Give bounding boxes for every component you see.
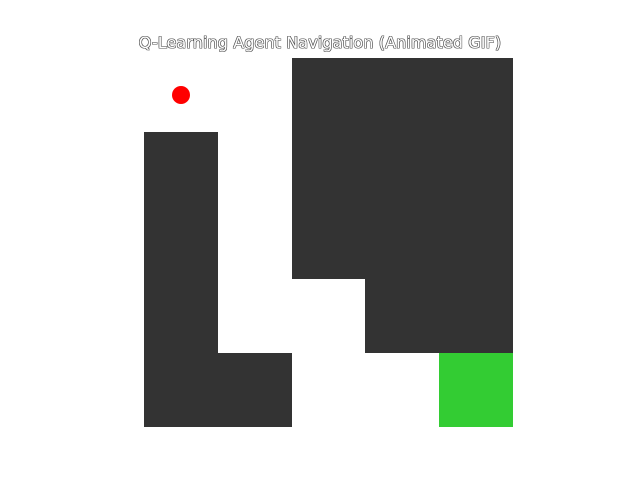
wall-cell <box>439 279 513 354</box>
wall-cell <box>291 205 366 280</box>
goal-cell <box>439 353 513 427</box>
wall-cell <box>365 58 440 132</box>
wall-cell <box>217 353 292 427</box>
free-cell <box>291 353 366 427</box>
free-cell <box>365 353 440 427</box>
plot-title: Q-Learning Agent Navigation (Animated GI… <box>138 33 502 52</box>
wall-cell <box>365 205 440 280</box>
free-cell <box>291 279 366 354</box>
maze-grid <box>144 58 513 427</box>
wall-cell <box>144 205 218 280</box>
wall-cell <box>144 131 218 206</box>
wall-cell <box>144 353 218 427</box>
wall-cell <box>144 279 218 354</box>
free-cell <box>217 279 292 354</box>
agent-dot-icon <box>171 85 190 104</box>
wall-cell <box>291 58 366 132</box>
wall-cell <box>439 131 513 206</box>
wall-cell <box>439 58 513 132</box>
wall-cell <box>291 131 366 206</box>
wall-cell <box>439 205 513 280</box>
free-cell <box>217 205 292 280</box>
wall-cell <box>365 131 440 206</box>
free-cell <box>217 131 292 206</box>
wall-cell <box>365 279 440 354</box>
free-cell <box>217 58 292 132</box>
